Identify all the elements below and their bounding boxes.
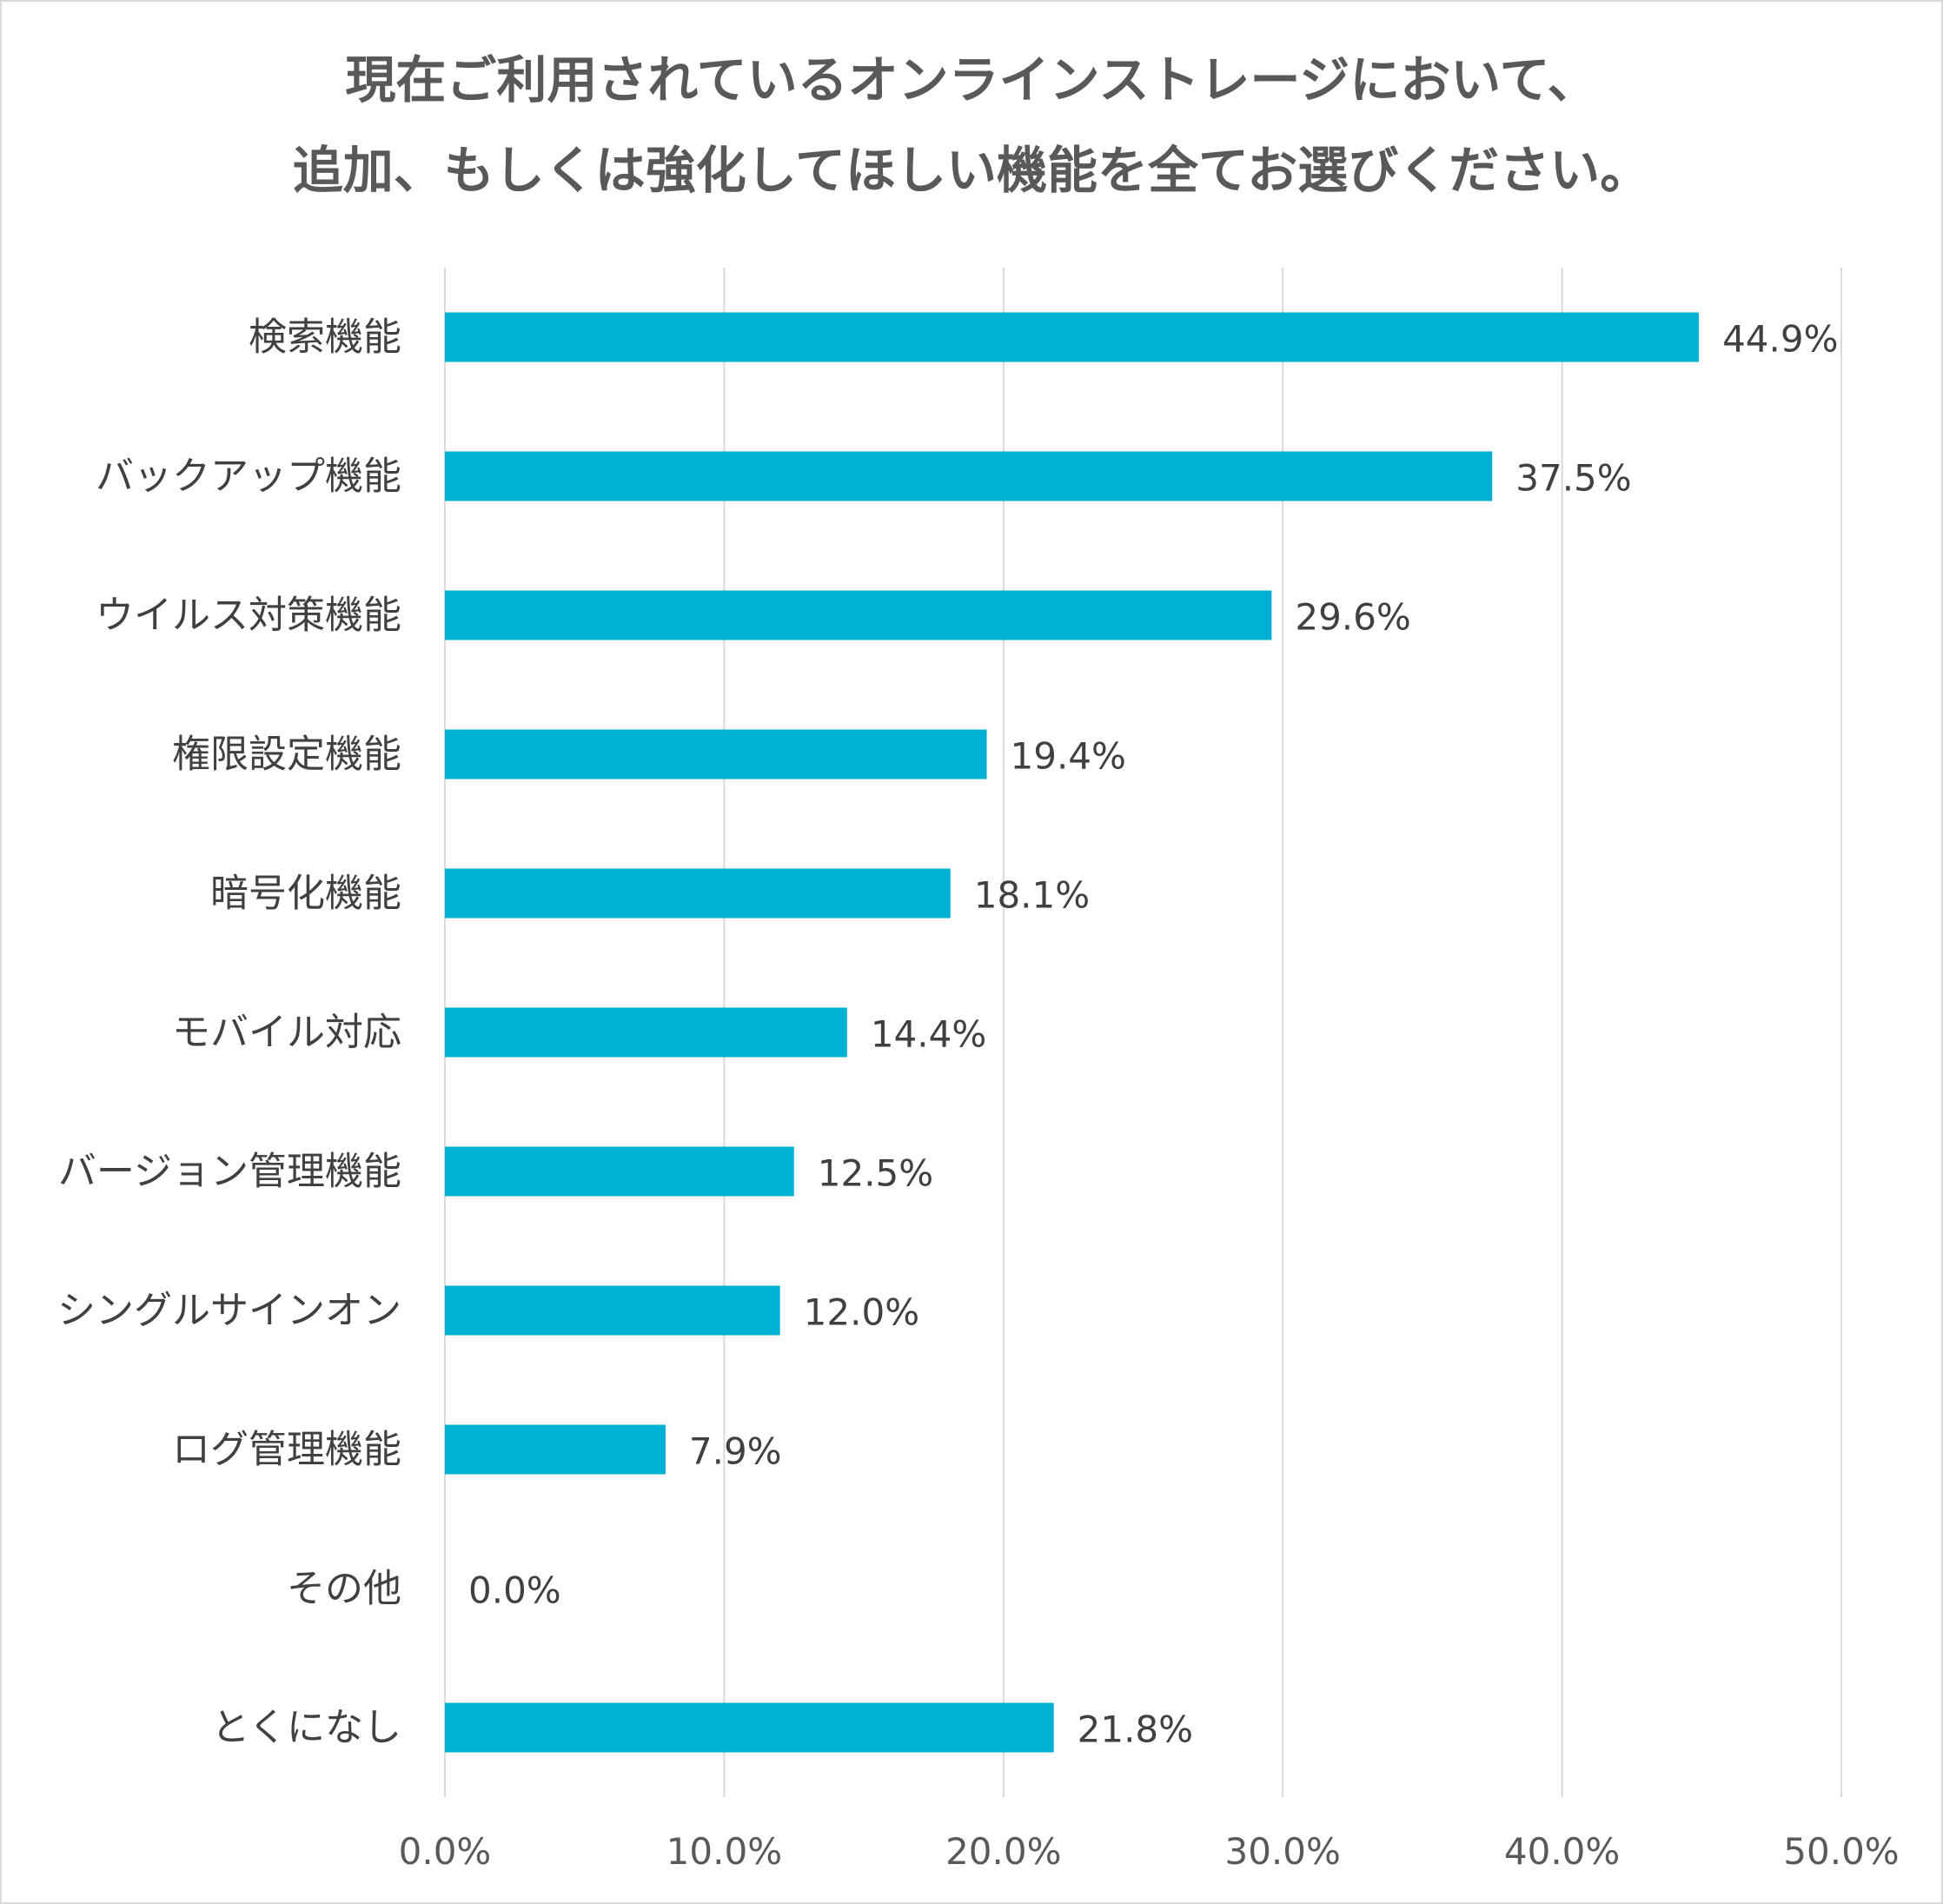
value-label-2: 29.6% bbox=[1295, 596, 1410, 639]
category-label-5: モバイル対応 bbox=[172, 1011, 401, 1055]
value-label-1: 37.5% bbox=[1515, 457, 1631, 500]
x-tick-label-4: 40.0% bbox=[1504, 1830, 1620, 1873]
category-label-9: その他 bbox=[287, 1567, 401, 1611]
chart-title-line-2: 追加、もしくは強化してほしい機能を全てお選びください。 bbox=[292, 141, 1651, 200]
value-label-10: 21.8% bbox=[1078, 1708, 1193, 1751]
value-label-5: 14.4% bbox=[871, 1013, 986, 1056]
bar-8 bbox=[445, 1424, 666, 1475]
bar-5 bbox=[445, 1007, 847, 1058]
x-tick-label-3: 30.0% bbox=[1224, 1830, 1340, 1873]
category-label-10: とくになし bbox=[211, 1706, 401, 1750]
category-label-0: 検索機能 bbox=[249, 315, 401, 360]
value-label-9: 0.0% bbox=[468, 1569, 561, 1612]
bar-10 bbox=[445, 1702, 1054, 1753]
category-label-3: 権限設定機能 bbox=[172, 733, 401, 777]
bar-0 bbox=[445, 312, 1700, 362]
bar-7 bbox=[445, 1285, 780, 1336]
bar-2 bbox=[445, 590, 1272, 640]
bars bbox=[445, 312, 1700, 1753]
bar-3 bbox=[445, 729, 987, 780]
category-label-1: バックアップ機能 bbox=[96, 454, 401, 499]
category-label-8: ログ管理機能 bbox=[172, 1428, 401, 1472]
x-tick-label-1: 10.0% bbox=[666, 1830, 782, 1873]
x-tick-label-2: 20.0% bbox=[945, 1830, 1061, 1873]
value-label-7: 12.0% bbox=[804, 1291, 919, 1334]
chart-title: 現在ご利用されているオンラインストレージにおいて、 追加、もしくは強化してほしい… bbox=[0, 35, 1943, 216]
value-label-6: 12.5% bbox=[818, 1152, 933, 1195]
category-label-4: 暗号化機能 bbox=[210, 872, 401, 916]
category-label-2: ウイルス対策機能 bbox=[96, 594, 401, 638]
x-tick-label-5: 50.0% bbox=[1783, 1830, 1899, 1873]
value-label-8: 7.9% bbox=[689, 1430, 782, 1473]
value-label-3: 19.4% bbox=[1011, 735, 1126, 778]
bar-4 bbox=[445, 868, 951, 919]
category-label-6: バージョン管理機能 bbox=[58, 1150, 401, 1194]
chart-title-line-1: 現在ご利用されているオンラインストレージにおいて、 bbox=[345, 50, 1598, 109]
x-tick-label-0: 0.0% bbox=[399, 1830, 492, 1873]
bar-1 bbox=[445, 451, 1493, 501]
value-label-4: 18.1% bbox=[974, 874, 1090, 917]
labels: 0.0% 10.0% 20.0% 30.0% 40.0% 50.0% 検索機能 44.9% バッ… bbox=[57, 315, 1900, 1874]
category-label-7: シングルサインオン bbox=[57, 1289, 401, 1333]
value-label-0: 44.9% bbox=[1722, 318, 1838, 361]
bar-6 bbox=[445, 1146, 794, 1197]
